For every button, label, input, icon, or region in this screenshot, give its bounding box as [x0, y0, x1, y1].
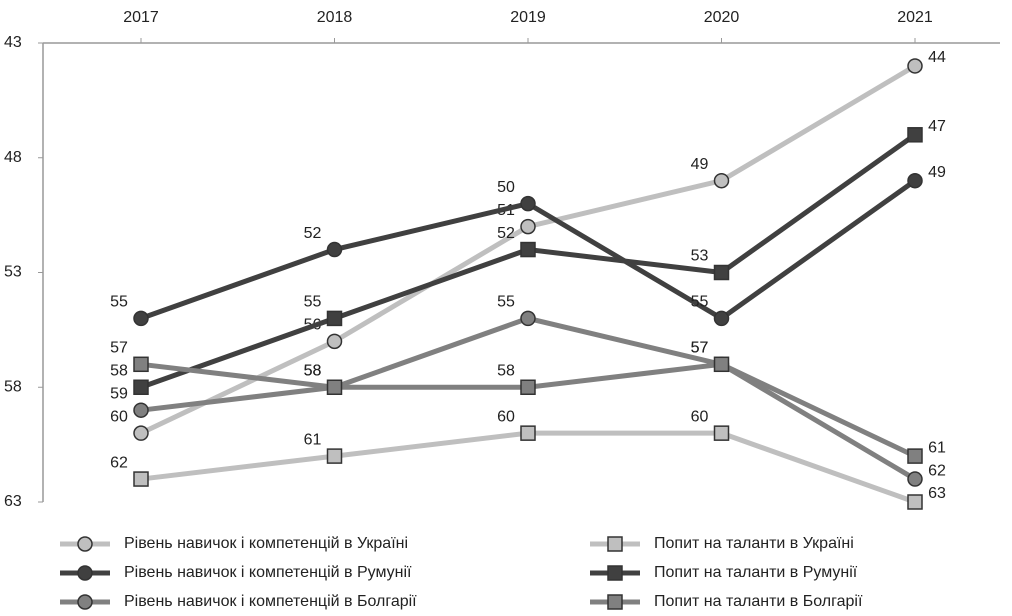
data-label: 52 [304, 225, 322, 242]
data-point [713, 172, 730, 189]
data-label: 53 [691, 248, 709, 265]
legend-label: Рівень навичок і компетенцій в Україні [124, 535, 408, 552]
y-tick-label: 63 [4, 493, 22, 510]
data-point [133, 425, 149, 441]
data-point [713, 356, 730, 373]
data-point [520, 379, 536, 395]
legend-label: Рівень навичок і компетенцій в Румунії [124, 564, 412, 581]
data-point [713, 264, 730, 281]
data-point [713, 425, 730, 441]
data-point [326, 333, 343, 350]
data-point [133, 310, 149, 327]
legend-label: Рівень навичок і компетенцій в Болгарії [124, 593, 417, 610]
data-point [520, 195, 536, 212]
data-label: 58 [304, 362, 322, 379]
legend-marker [607, 536, 623, 552]
x-tick-label: 2020 [704, 9, 740, 26]
legend-label: Попит на таланти в Болгарії [654, 593, 863, 610]
data-label: 55 [691, 294, 709, 311]
data-label: 60 [110, 408, 128, 425]
data-label: 58 [304, 362, 322, 379]
data-point [133, 471, 149, 487]
data-label: 58 [497, 362, 515, 379]
data-label: 55 [497, 294, 515, 311]
x-tick-label: 2018 [317, 9, 353, 26]
data-point [907, 471, 923, 487]
data-point [907, 127, 923, 143]
data-point [326, 448, 343, 464]
data-label: 52 [497, 225, 515, 242]
data-label: 60 [691, 408, 709, 425]
legend-marker [77, 594, 93, 610]
legend-marker [607, 594, 623, 610]
x-tick-label: 2017 [123, 9, 159, 26]
data-point [133, 402, 149, 418]
data-label: 57 [691, 340, 709, 357]
data-label: 62 [110, 454, 128, 471]
data-label: 55 [304, 294, 322, 311]
y-tick-label: 43 [4, 34, 22, 51]
data-point [907, 448, 923, 464]
data-point [520, 218, 536, 235]
data-point [520, 310, 536, 327]
data-label: 61 [304, 431, 322, 448]
data-label: 57 [691, 340, 709, 357]
data-label: 47 [928, 118, 946, 135]
data-point [133, 356, 149, 373]
x-tick-label: 2021 [897, 9, 933, 26]
data-label: 61 [928, 439, 946, 456]
y-tick-label: 58 [4, 378, 22, 395]
data-point [520, 241, 536, 258]
x-tick-label: 2019 [510, 9, 546, 26]
data-label: 58 [110, 362, 128, 379]
legend-marker [77, 536, 93, 552]
data-point [133, 379, 149, 395]
data-point [326, 310, 343, 327]
data-label: 49 [928, 164, 946, 181]
data-point [326, 241, 343, 258]
data-label: 44 [928, 49, 946, 66]
series-line [140, 430, 916, 505]
legend-label: Попит на таланти в Україні [654, 535, 854, 552]
data-label: 50 [497, 179, 515, 196]
legend-marker [607, 565, 623, 581]
y-tick-label: 53 [4, 264, 22, 281]
data-label: 49 [691, 156, 709, 173]
data-point [520, 425, 536, 441]
data-label: 62 [928, 462, 946, 479]
data-label: 57 [110, 340, 128, 357]
data-point [907, 58, 923, 74]
data-label: 59 [110, 385, 128, 402]
data-label: 60 [497, 408, 515, 425]
data-point [713, 310, 730, 327]
data-label: 63 [928, 485, 946, 502]
legend-label: Попит на таланти в Румунії [654, 564, 858, 581]
legend-marker [77, 565, 93, 581]
data-label: 55 [110, 294, 128, 311]
data-point [907, 172, 923, 189]
data-point [907, 494, 923, 510]
data-point [326, 379, 343, 395]
y-tick-label: 48 [4, 149, 22, 166]
